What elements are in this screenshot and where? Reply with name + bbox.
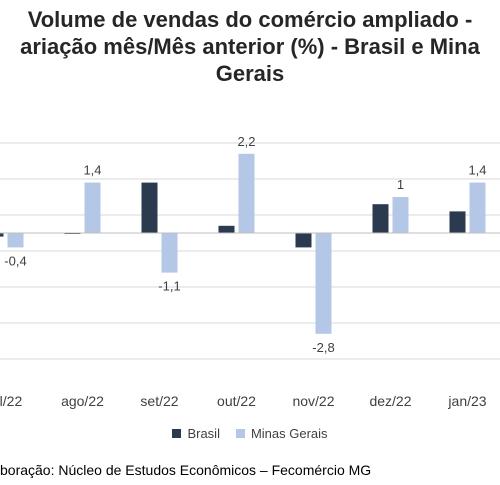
x-tick-label: jan/23 <box>447 393 486 409</box>
legend-label-brasil: Brasil <box>187 426 220 441</box>
bar-minas-gerais <box>315 233 332 334</box>
chart-title-line-2: ariação mês/Mês anterior (%) - Brasil e … <box>20 34 480 59</box>
source-footnote: boração: Núcleo de Estudos Econômicos – … <box>0 462 372 478</box>
legend-item-brasil: Brasil <box>172 426 220 441</box>
data-label: -2,8 <box>312 340 334 355</box>
bar-brasil <box>141 182 158 233</box>
chart-title: Volume de vendas do comércio ampliado - … <box>0 6 500 87</box>
bar-brasil <box>295 233 312 248</box>
data-label: 1 <box>397 177 404 192</box>
x-tick-label: out/22 <box>217 393 256 409</box>
bar-brasil <box>218 225 235 233</box>
data-label: -1,1 <box>158 279 180 294</box>
data-label: 2,2 <box>237 134 255 149</box>
x-tick-label: ago/22 <box>61 393 104 409</box>
chart-legend: Brasil Minas Gerais <box>0 426 500 441</box>
bar-brasil <box>372 204 389 233</box>
bar-minas-gerais <box>469 182 486 233</box>
data-label: -0,4 <box>4 253 26 268</box>
chart-title-line-3: Gerais <box>215 61 285 86</box>
bar-brasil <box>449 211 466 233</box>
legend-item-minas-gerais: Minas Gerais <box>235 426 328 441</box>
x-tick-label: jul/22 <box>0 393 22 409</box>
chart-title-line-1: Volume de vendas do comércio ampliado - <box>27 7 473 32</box>
legend-swatch-minas-gerais <box>235 429 245 438</box>
x-tick-label: nov/22 <box>292 393 334 409</box>
bar-minas-gerais <box>238 153 255 233</box>
bar-minas-gerais <box>161 233 178 273</box>
legend-swatch-brasil <box>172 429 182 438</box>
bar-chart: -0,4 jul/22 1,4 ago/22 -1,1 set/22 2,2 out/22 -2… <box>0 134 500 409</box>
x-tick-label: dez/22 <box>369 393 411 409</box>
bar-brasil <box>0 233 4 237</box>
bar-minas-gerais <box>7 233 24 248</box>
x-tick-label: set/22 <box>140 393 178 409</box>
data-label: 1,4 <box>83 163 101 178</box>
legend-label-minas-gerais: Minas Gerais <box>250 426 328 441</box>
bar-minas-gerais <box>392 197 409 233</box>
bar-minas-gerais <box>84 182 101 233</box>
data-label: 1,4 <box>468 163 486 178</box>
